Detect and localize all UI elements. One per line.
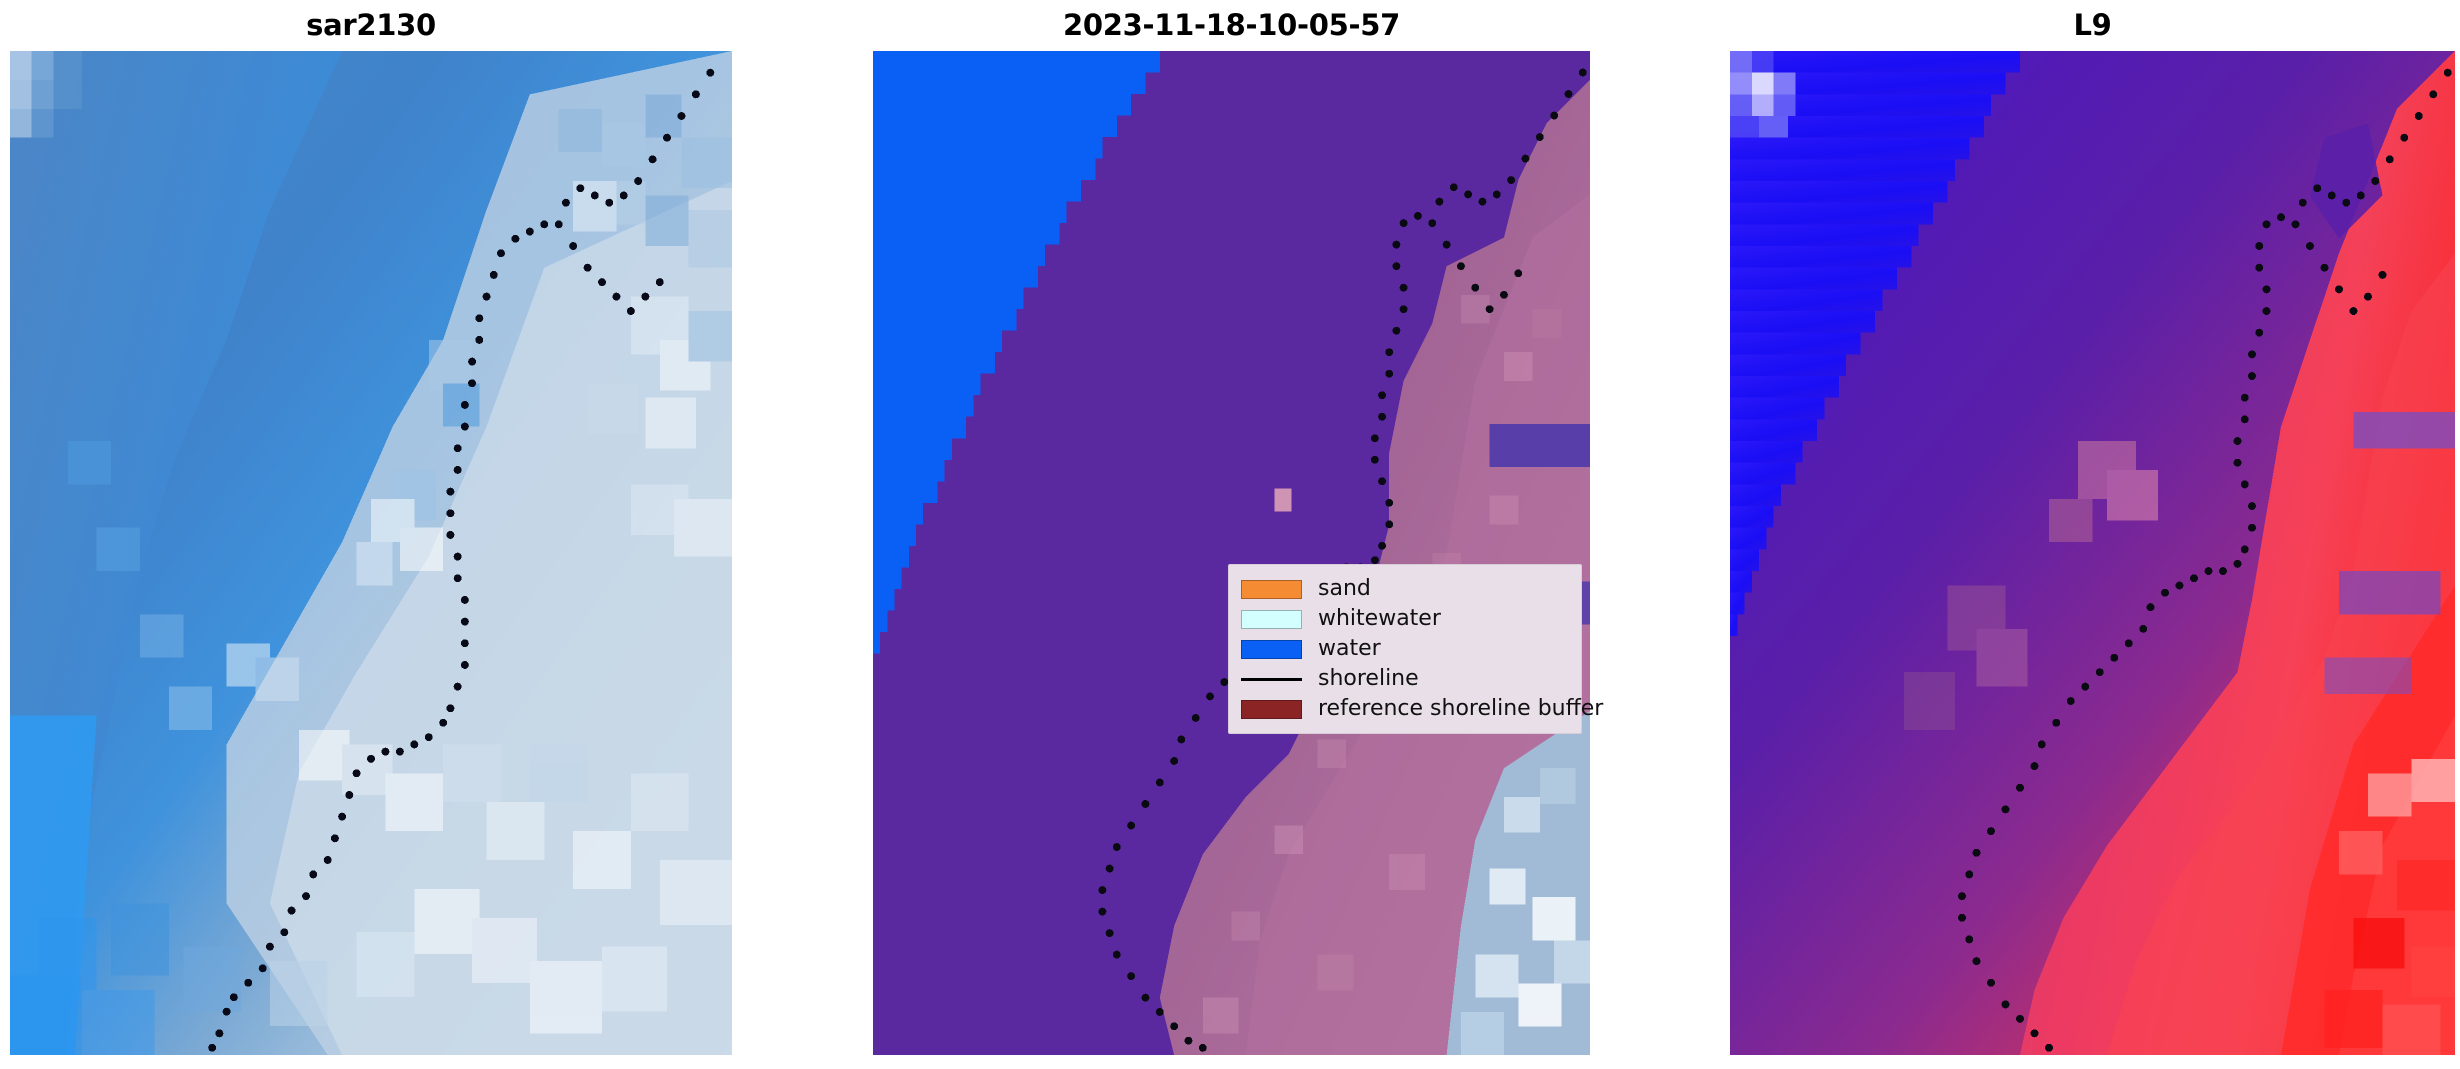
l9-water-region xyxy=(1730,51,2020,637)
sar-raster xyxy=(10,51,732,1055)
legend-swatch-water xyxy=(1241,639,1302,659)
legend-label-water: water xyxy=(1318,636,1381,661)
legend-item-shoreline: shoreline xyxy=(1241,664,1571,694)
isolated-sand-pixel xyxy=(1274,488,1292,512)
legend-label-sand: sand xyxy=(1318,576,1371,601)
shoreline-dots-sar xyxy=(208,68,715,1052)
legend-label-reference-shoreline-buffer: reference shoreline buffer xyxy=(1318,696,1604,721)
panel-l9[interactable] xyxy=(1730,51,2455,1055)
shoreline-dots-l9 xyxy=(1958,68,2452,1052)
legend-label-shoreline: shoreline xyxy=(1318,666,1419,691)
legend-swatch-whitewater xyxy=(1241,609,1302,629)
legend-item-reference-shoreline-buffer: reference shoreline buffer xyxy=(1241,694,1603,724)
panel-sar[interactable] xyxy=(10,51,732,1055)
legend-item-whitewater: whitewater xyxy=(1241,604,1571,634)
l9-raster xyxy=(1730,51,2455,1055)
legend-item-water: water xyxy=(1241,634,1571,664)
panel-title-classified: 2023-11-18-10-05-57 xyxy=(1063,8,1400,42)
legend-item-sand: sand xyxy=(1241,574,1571,604)
panel-title-sar: sar2130 xyxy=(306,8,436,42)
panel-classified[interactable] xyxy=(873,51,1590,1055)
classified-raster xyxy=(873,51,1590,1055)
legend-swatch-shoreline xyxy=(1241,670,1302,689)
shoreline-dots-classified xyxy=(1098,68,1587,1052)
legend-box[interactable]: sand whitewater water shoreline referenc… xyxy=(1228,564,1603,734)
water-class-region xyxy=(873,51,1160,654)
legend-label-whitewater: whitewater xyxy=(1318,606,1441,631)
legend-swatch-sand xyxy=(1241,579,1302,599)
panel-title-l9: L9 xyxy=(2073,8,2112,42)
legend-swatch-reference-shoreline-buffer xyxy=(1241,699,1302,719)
